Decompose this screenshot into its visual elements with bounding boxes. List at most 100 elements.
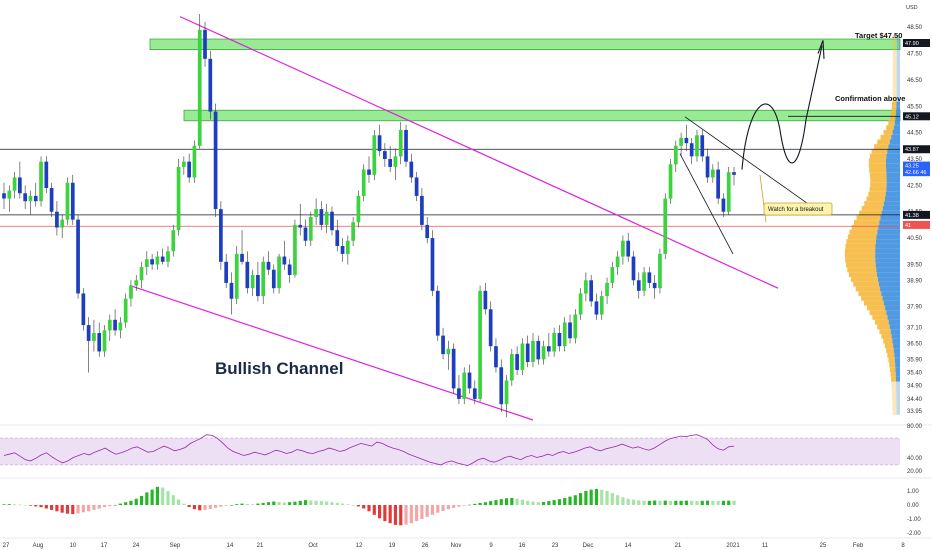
- candle-down: [732, 172, 736, 175]
- volume-bar-down: [892, 130, 900, 135]
- macd-bar: [531, 501, 535, 505]
- price-tag-text: 42.66 46: [905, 170, 926, 176]
- candle-down: [340, 246, 345, 254]
- macd-bar: [393, 505, 398, 525]
- candle-up: [308, 217, 313, 241]
- macd-bar: [695, 500, 699, 505]
- volume-bar-up: [864, 300, 884, 306]
- volume-bar-up: [844, 253, 876, 259]
- candle-down: [18, 177, 22, 194]
- candle-down: [229, 282, 234, 299]
- candle-down: [97, 333, 102, 352]
- volume-bar-up: [883, 338, 893, 344]
- candle-up: [621, 240, 625, 257]
- volume-bar-up: [844, 248, 876, 254]
- macd-bar: [705, 500, 710, 505]
- volume-bar-up: [889, 115, 896, 121]
- candle-down: [388, 159, 393, 167]
- volume-bar-down: [878, 224, 900, 230]
- macd-bar: [626, 498, 630, 505]
- volume-bar-down: [887, 315, 900, 320]
- volume-bar-down: [894, 357, 900, 363]
- macd-bar: [18, 504, 22, 506]
- date-tick-label: 9: [489, 543, 493, 549]
- candle-down: [319, 209, 324, 225]
- candle-down: [224, 261, 229, 283]
- macd-bar: [399, 505, 403, 526]
- macd-bar: [377, 505, 382, 519]
- candle-down: [568, 322, 572, 339]
- volume-bar-down: [886, 310, 900, 316]
- price-tick-label: 37.90: [907, 305, 923, 311]
- candle-up: [393, 156, 398, 167]
- volume-bar-down: [896, 400, 900, 406]
- candle-up: [605, 282, 609, 297]
- candle-down: [70, 182, 75, 220]
- macd-bar: [65, 505, 70, 514]
- candle-down: [377, 135, 382, 152]
- volume-bar-up: [892, 68, 897, 74]
- volume-bar-up: [892, 77, 897, 83]
- macd-bar: [732, 500, 736, 505]
- confirmation-label: Confirmation above: [835, 94, 905, 103]
- macd-bar: [325, 501, 329, 505]
- candle-up: [107, 319, 112, 331]
- volume-bar-up: [866, 196, 885, 202]
- volume-bar-down: [896, 381, 900, 387]
- volume-bar-up: [847, 267, 877, 273]
- candle-down: [256, 275, 260, 297]
- candle-up: [139, 267, 144, 281]
- macd-bar: [145, 492, 149, 505]
- date-tick-label: 10: [70, 543, 77, 549]
- volume-bar-up: [868, 191, 886, 197]
- macd-bar: [679, 500, 683, 505]
- price-tag-text: 47.90: [905, 41, 919, 47]
- target-zone: [149, 38, 901, 50]
- candle-down: [716, 169, 720, 199]
- candle-up: [250, 275, 255, 289]
- volume-bar-down: [896, 54, 900, 59]
- macd-bar: [124, 502, 128, 505]
- price-tick-label: 43.50: [907, 157, 923, 163]
- macd-bar: [467, 504, 472, 506]
- volume-bar-down: [885, 163, 900, 168]
- macd-bar: [499, 499, 503, 505]
- candle-down: [282, 256, 287, 265]
- volume-bar-down: [896, 63, 900, 69]
- macd-bar: [340, 503, 345, 505]
- macd-bar: [330, 502, 334, 505]
- volume-bar-down: [896, 35, 900, 40]
- candle-down: [271, 269, 276, 289]
- macd-bar: [621, 497, 625, 505]
- macd-bar: [251, 504, 255, 505]
- macd-bar: [388, 505, 392, 524]
- candle-down: [303, 227, 308, 241]
- price-tick-label: 34.40: [907, 397, 923, 403]
- macd-bar: [642, 500, 646, 505]
- volume-bar-down: [896, 39, 900, 45]
- date-tick-label: 17: [101, 543, 108, 549]
- candle-up: [102, 330, 107, 352]
- candle-up: [171, 230, 176, 252]
- macd-tick-label: 0.00: [907, 503, 919, 509]
- candle-up: [668, 164, 673, 199]
- volume-bar-down: [875, 258, 900, 263]
- candle-up: [92, 333, 96, 341]
- volume-bar-down: [896, 386, 900, 391]
- date-tick-label: Nov: [451, 543, 462, 549]
- macd-bar: [351, 505, 355, 506]
- candle-up: [578, 293, 583, 315]
- candle-up: [60, 219, 65, 228]
- volume-bar-down: [889, 324, 900, 330]
- macd-bar: [256, 503, 260, 505]
- candle-down: [76, 219, 80, 294]
- macd-tick-label: 1.00: [907, 489, 919, 495]
- rsi-tick-label: 20.00: [907, 469, 923, 475]
- volume-bar-down: [886, 172, 900, 178]
- rsi-band: [0, 438, 900, 465]
- macd-bar: [314, 500, 318, 505]
- date-tick-label: 26: [422, 543, 429, 549]
- volume-bar-down: [886, 186, 900, 192]
- volume-bar-down: [886, 167, 900, 173]
